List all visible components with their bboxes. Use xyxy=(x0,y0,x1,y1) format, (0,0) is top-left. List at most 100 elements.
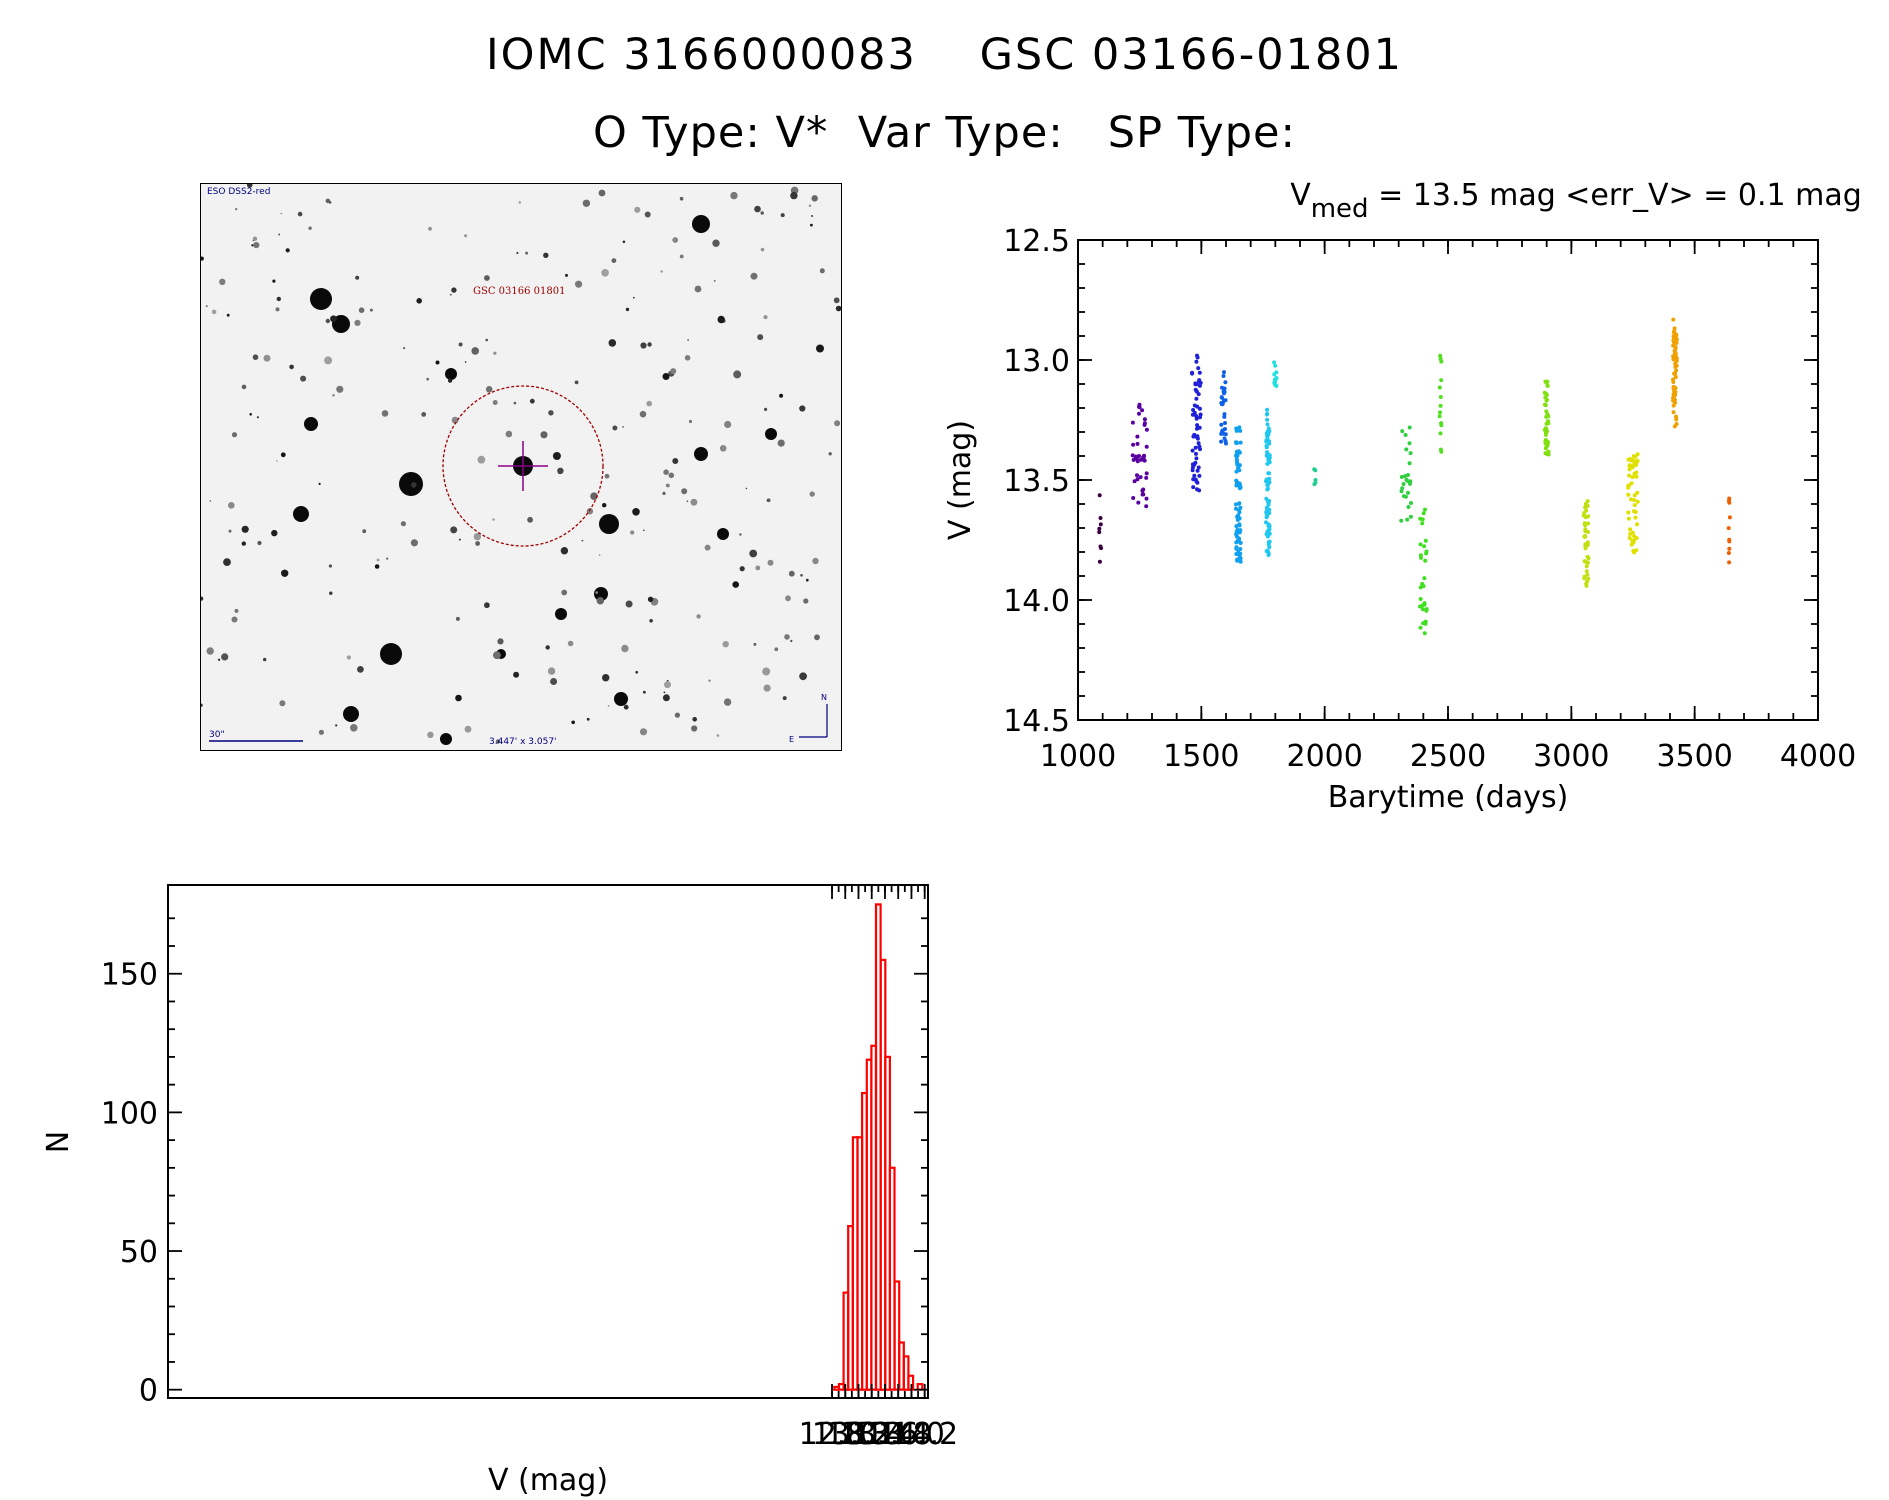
lc-point-cluster-1 xyxy=(1142,417,1147,422)
star-faint-203 xyxy=(355,275,360,280)
lc-point-cluster-9 xyxy=(1424,551,1429,556)
lc-point-cluster-14 xyxy=(1674,340,1679,345)
star-faint-179 xyxy=(635,670,639,674)
lc-point-cluster-0 xyxy=(1097,530,1102,535)
lc-point-cluster-2 xyxy=(1194,456,1199,461)
lc-point-cluster-4 xyxy=(1238,540,1243,545)
lc-point-cluster-4 xyxy=(1238,428,1243,433)
star-faint-65 xyxy=(814,634,820,641)
star-faint-31 xyxy=(318,729,324,735)
star-faint-215 xyxy=(318,482,321,485)
lc-point-cluster-2 xyxy=(1190,468,1195,473)
lc-point-cluster-8 xyxy=(1407,425,1412,430)
star-faint-33 xyxy=(231,616,238,623)
lc-point-cluster-8 xyxy=(1406,505,1411,509)
lc-point-cluster-2 xyxy=(1194,389,1199,394)
chart-title-types: O Type: V* Var Type: SP Type: xyxy=(0,108,1889,158)
lc-point-cluster-4 xyxy=(1234,440,1238,445)
star-faint-134 xyxy=(513,671,520,678)
lc-point-cluster-10 xyxy=(1438,353,1443,358)
star-faint-55 xyxy=(328,564,332,568)
lc-point-cluster-12 xyxy=(1586,556,1591,561)
lc-point-cluster-4 xyxy=(1237,523,1242,528)
lc-point-cluster-10 xyxy=(1438,395,1443,399)
star-faint-250 xyxy=(575,280,583,288)
lc-point-cluster-4 xyxy=(1235,453,1240,458)
lc-point-cluster-9 xyxy=(1422,631,1427,636)
lc-point-cluster-5 xyxy=(1266,452,1271,457)
lc-point-cluster-4 xyxy=(1238,547,1243,551)
star-faint-158 xyxy=(206,647,214,655)
star-faint-180 xyxy=(548,410,554,416)
lc-point-cluster-13 xyxy=(1635,522,1639,527)
star-faint-170 xyxy=(280,452,286,458)
lc-point-cluster-13 xyxy=(1634,536,1639,541)
star-faint-90 xyxy=(712,239,720,247)
star-faint-112 xyxy=(493,351,497,355)
star-faint-51 xyxy=(811,195,818,202)
lc-point-cluster-14 xyxy=(1673,400,1678,405)
star-faint-44 xyxy=(692,717,697,722)
lc-point-cluster-15 xyxy=(1727,546,1732,551)
lc-point-cluster-10 xyxy=(1437,414,1442,419)
lc-point-cluster-3 xyxy=(1224,441,1228,446)
lc-point-cluster-4 xyxy=(1234,502,1238,507)
star-faint-72 xyxy=(330,315,337,323)
lc-point-cluster-2 xyxy=(1194,414,1199,418)
star-faint-36 xyxy=(762,667,771,676)
lc-point-cluster-5 xyxy=(1266,458,1271,462)
lc-point-cluster-7 xyxy=(1313,468,1318,473)
lc-point-cluster-2 xyxy=(1194,359,1199,364)
lc-point-cluster-5 xyxy=(1264,515,1269,520)
lc-point-cluster-2 xyxy=(1197,488,1202,493)
lc-point-cluster-14 xyxy=(1672,389,1677,393)
star-faint-176 xyxy=(278,233,281,236)
star-faint-209 xyxy=(704,544,711,551)
star-faint-75 xyxy=(757,334,764,341)
star-faint-235 xyxy=(464,725,472,733)
lc-point-cluster-2 xyxy=(1193,381,1198,386)
lc-point-cluster-1 xyxy=(1144,475,1149,480)
histogram-bar xyxy=(916,1382,924,1391)
lc-point-cluster-13 xyxy=(1635,452,1640,457)
star-faint-108 xyxy=(455,694,462,702)
star-faint-21 xyxy=(249,413,252,416)
lc-point-cluster-14 xyxy=(1673,335,1678,340)
star-faint-201 xyxy=(253,242,260,249)
star-faint-13 xyxy=(623,704,629,710)
star-faint-175 xyxy=(374,564,380,569)
star-faint-196 xyxy=(376,558,380,562)
lc-point-cluster-4 xyxy=(1236,552,1241,557)
lc-point-cluster-11 xyxy=(1545,412,1550,417)
lc-point-cluster-4 xyxy=(1234,540,1239,545)
lc-point-cluster-12 xyxy=(1583,527,1588,532)
lc-point-cluster-3 xyxy=(1222,386,1227,391)
star-faint-127 xyxy=(410,539,418,547)
lc-point-cluster-9 xyxy=(1419,555,1423,560)
lc-point-cluster-1 xyxy=(1135,473,1139,478)
star-faint-157 xyxy=(684,355,691,361)
star-faint-116 xyxy=(750,272,758,280)
lc-point-cluster-4 xyxy=(1235,558,1240,563)
star-faint-77 xyxy=(774,647,779,652)
lc-point-cluster-5 xyxy=(1266,431,1271,436)
star-faint-56 xyxy=(834,420,841,427)
histogram-bars xyxy=(833,903,924,1391)
lc-point-cluster-1 xyxy=(1140,408,1145,413)
star-faint-251 xyxy=(332,394,335,397)
lc-point-cluster-3 xyxy=(1223,380,1228,385)
star-bright-14 xyxy=(304,417,318,431)
lc-point-cluster-13 xyxy=(1632,498,1637,502)
star-faint-106 xyxy=(280,212,283,215)
star-faint-221 xyxy=(639,728,648,736)
lc-point-cluster-13 xyxy=(1631,509,1636,514)
lc-point-cluster-12 xyxy=(1585,572,1590,577)
star-bright-8 xyxy=(692,215,710,233)
star-faint-94 xyxy=(811,215,814,217)
lc-point-cluster-8 xyxy=(1400,429,1405,434)
star-bright-11 xyxy=(440,733,452,745)
star-faint-169 xyxy=(733,370,742,379)
star-faint-216 xyxy=(690,498,698,506)
star-faint-111 xyxy=(357,666,364,673)
lc-point-cluster-12 xyxy=(1583,546,1588,551)
